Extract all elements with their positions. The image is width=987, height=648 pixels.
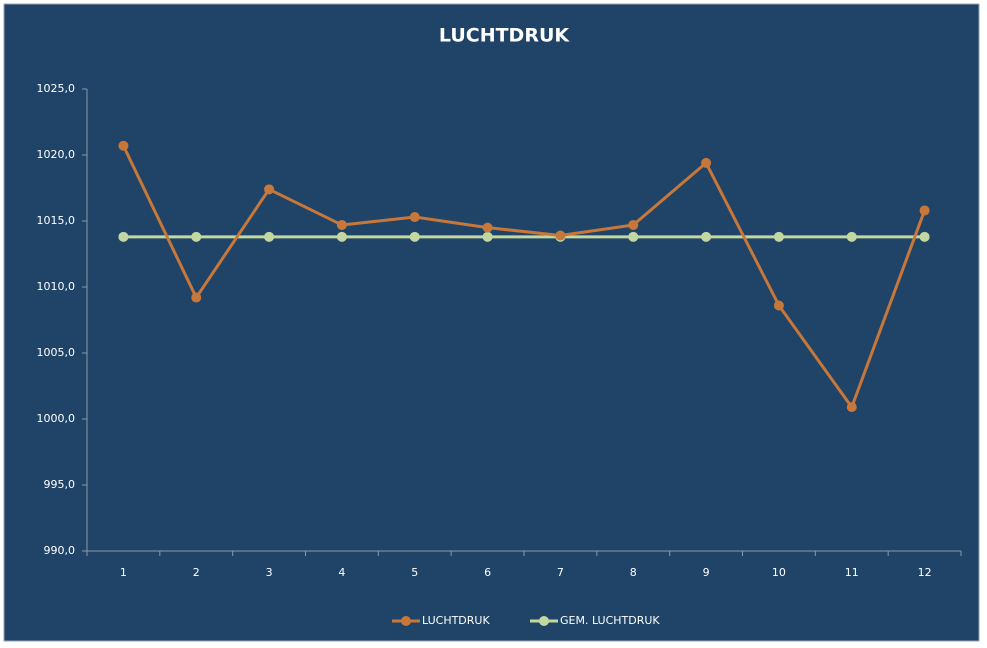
series-line [122, 145, 926, 409]
data-point [919, 205, 930, 216]
x-tick-label: 12 [918, 566, 932, 579]
y-tick-label: 1025,0 [37, 82, 76, 95]
data-point [628, 231, 639, 242]
data-point [846, 231, 857, 242]
data-point [555, 230, 566, 241]
x-tick-label: 6 [484, 566, 491, 579]
data-point [118, 140, 129, 151]
x-tick-label: 10 [772, 566, 786, 579]
chart-background [3, 3, 980, 642]
data-point [264, 184, 275, 195]
x-tick-label: 3 [266, 566, 273, 579]
data-point [701, 157, 712, 168]
legend-marker [401, 616, 411, 626]
y-tick-label: 1005,0 [37, 346, 76, 359]
data-point [264, 231, 275, 242]
chart-title: LUCHTDRUK [439, 25, 570, 47]
y-tick-label: 995,0 [44, 478, 76, 491]
data-point [191, 292, 202, 303]
x-tick-label: 11 [845, 566, 859, 579]
data-point [773, 300, 784, 311]
x-tick-label: 8 [630, 566, 637, 579]
data-point [409, 212, 420, 223]
data-point [628, 219, 639, 230]
y-tick-label: 990,0 [44, 544, 76, 557]
x-tick-label: 9 [703, 566, 710, 579]
x-tick-label: 7 [557, 566, 564, 579]
y-tick-label: 1015,0 [37, 214, 76, 227]
y-tick-label: 1020,0 [37, 148, 76, 161]
data-point [919, 231, 930, 242]
data-point [846, 402, 857, 413]
x-tick-label: 5 [411, 566, 418, 579]
x-tick-label: 4 [338, 566, 345, 579]
y-tick-label: 1010,0 [37, 280, 76, 293]
x-tick-label: 2 [193, 566, 200, 579]
data-point [482, 222, 493, 233]
y-tick-label: 1000,0 [37, 412, 76, 425]
data-point [773, 231, 784, 242]
data-point [336, 231, 347, 242]
data-point [409, 231, 420, 242]
legend-label: LUCHTDRUK [422, 614, 490, 627]
data-point [118, 231, 129, 242]
legend-label: GEM. LUCHTDRUK [560, 614, 660, 627]
data-point [336, 219, 347, 230]
data-point [482, 231, 493, 242]
legend-marker [539, 616, 549, 626]
data-point [701, 231, 712, 242]
x-tick-label: 1 [120, 566, 127, 579]
data-point [191, 231, 202, 242]
